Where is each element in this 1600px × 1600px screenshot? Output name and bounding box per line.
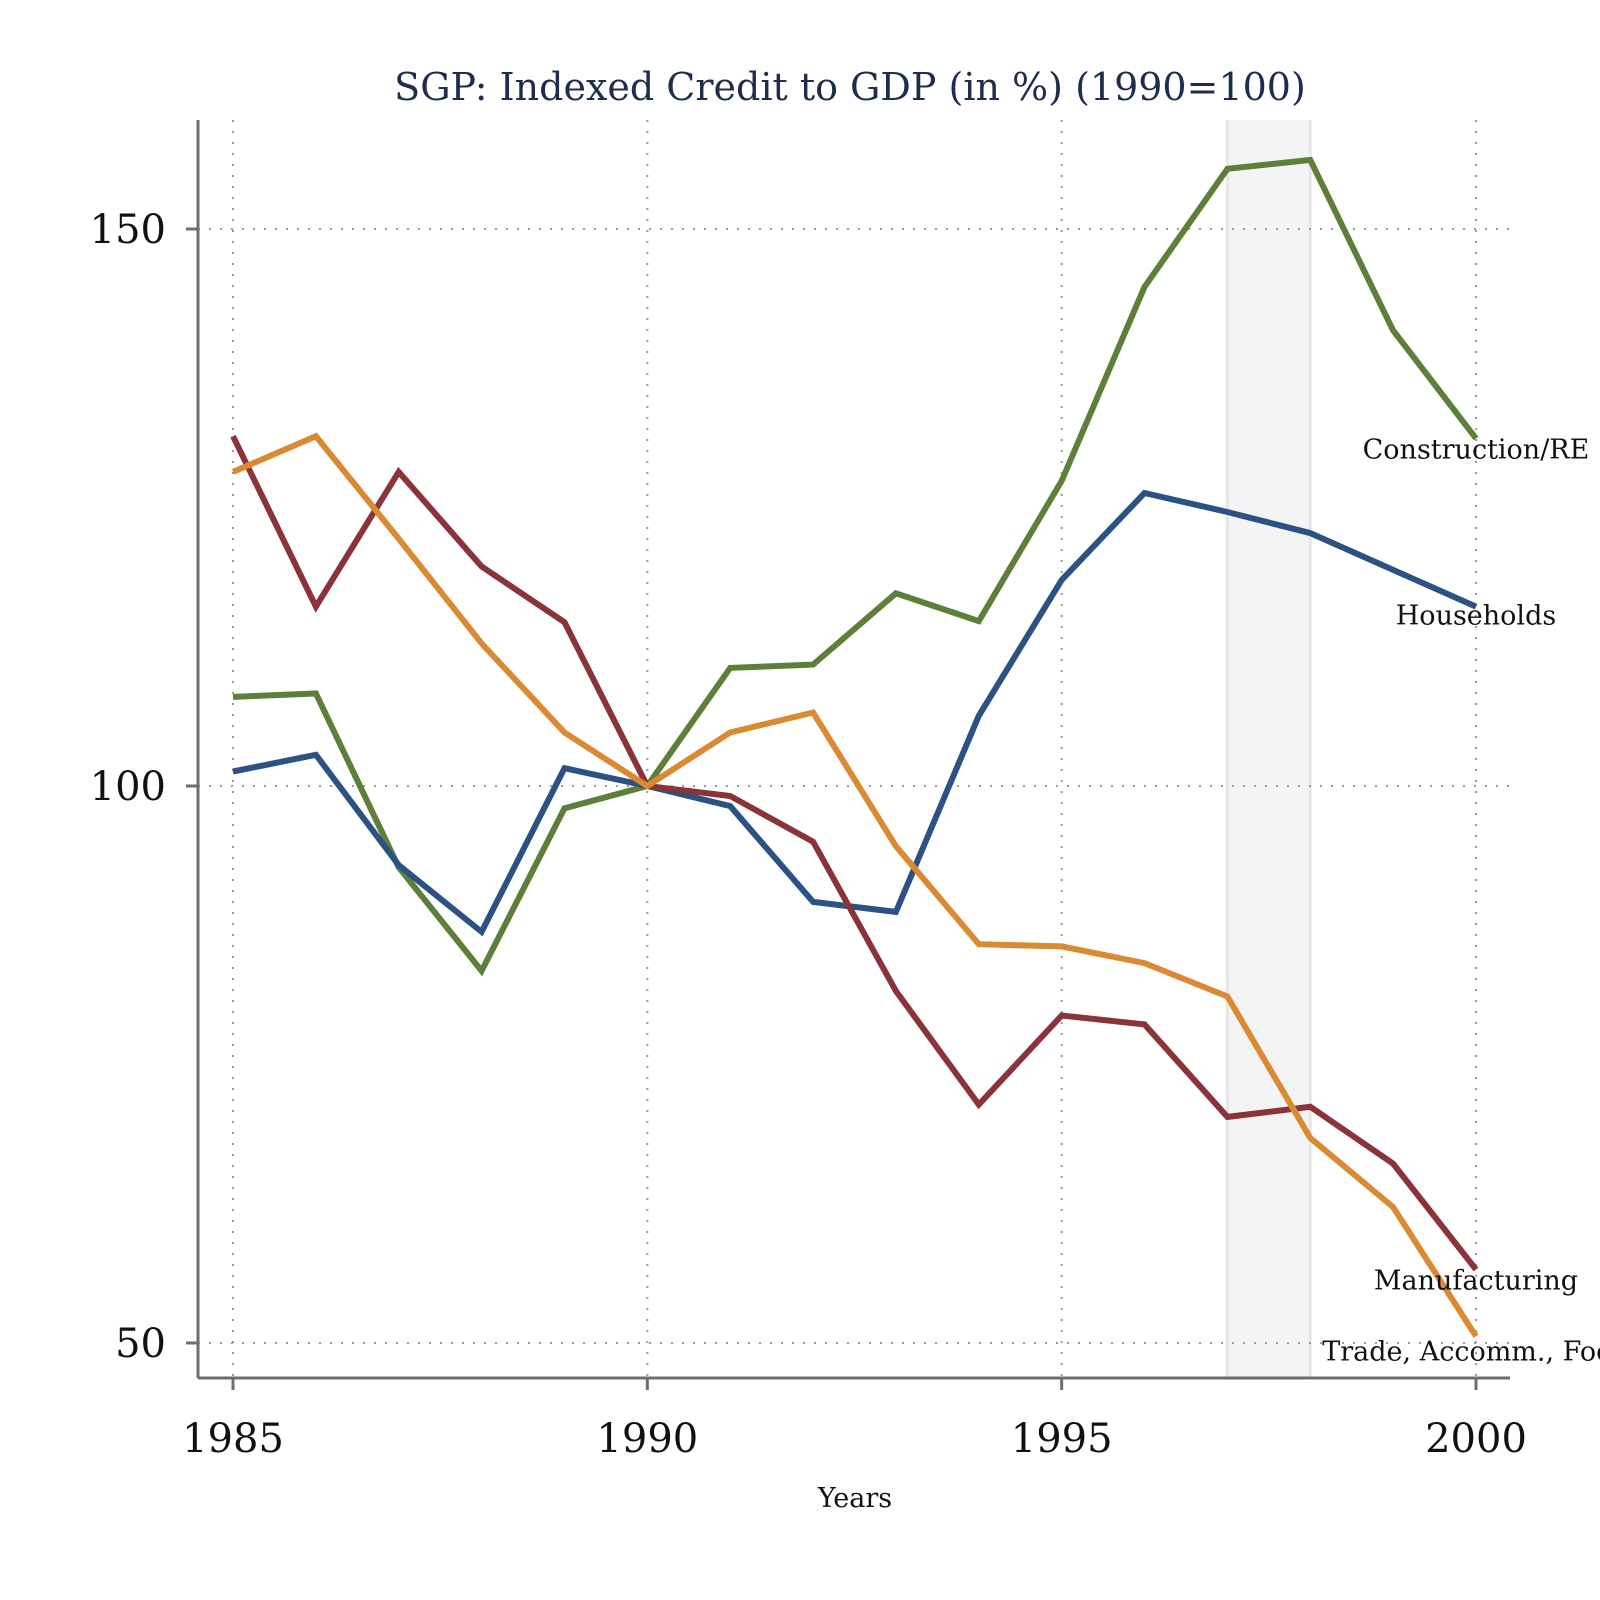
- x-tick-label-1990: 1990: [596, 1416, 698, 1462]
- series-group: [230, 156, 1479, 1338]
- series-label-households: Households: [1396, 601, 1556, 632]
- y-tick-label-150: 150: [90, 207, 166, 253]
- x-tick-label-1985: 1985: [182, 1416, 284, 1462]
- series-label-trade-accomm-food: Trade, Accomm., Food: [1322, 1336, 1600, 1367]
- grid-group: [198, 120, 1510, 1378]
- series-label-construction-re: Construction/RE: [1363, 434, 1590, 465]
- series-line-manufacturing: [230, 434, 1479, 1272]
- axes-group: 1985 1990 1995 2000 50 100 150: [90, 120, 1527, 1462]
- y-tick-label-100: 100: [90, 764, 166, 810]
- chart-title: SGP: Indexed Credit to GDP (in %) (1990=…: [394, 65, 1306, 109]
- labels-group: Construction/RE Households Manufacturing Tr…: [1322, 434, 1600, 1367]
- x-tick-label-1995: 1995: [1011, 1416, 1113, 1462]
- series-line-construction-re: [232, 156, 1479, 977]
- series-line-households: [232, 489, 1478, 937]
- shaded-region-group: [1225, 120, 1312, 1378]
- x-axis-title: Years: [817, 1483, 892, 1514]
- y-tick-label-50: 50: [115, 1321, 166, 1367]
- series-line-trade-accomm-food: [231, 432, 1479, 1338]
- x-tick-label-2000: 2000: [1425, 1416, 1527, 1462]
- shaded-period-band: [1227, 120, 1311, 1378]
- series-label-manufacturing: Manufacturing: [1374, 1265, 1578, 1296]
